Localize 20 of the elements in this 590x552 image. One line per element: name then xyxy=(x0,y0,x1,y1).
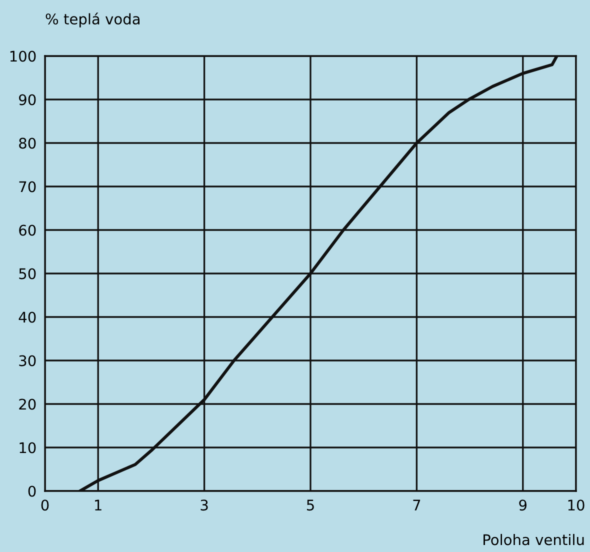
y-tick-label: 80 xyxy=(19,138,36,149)
y-tick-label: 0 xyxy=(28,486,36,497)
x-tick-label: 0 xyxy=(41,500,49,511)
x-tick-label: 1 xyxy=(95,500,102,510)
y-tick-label: 90 xyxy=(19,94,36,106)
y-tick-label: 70 xyxy=(19,181,36,192)
y-axis-title: % teplá voda xyxy=(46,12,140,28)
y-tick-label: 40 xyxy=(18,312,36,323)
y-tick-label: 20 xyxy=(19,398,36,410)
x-axis-title: Poloha ventilu xyxy=(484,534,584,546)
y-tick-label: 60 xyxy=(19,224,36,236)
x-tick-label: 9 xyxy=(519,500,527,511)
x-tick-label: 5 xyxy=(306,500,314,511)
y-tick-label: 10 xyxy=(20,442,36,454)
y-tick-label: 100 xyxy=(10,50,36,62)
x-tick-label: 10 xyxy=(568,500,584,511)
y-tick-label: 50 xyxy=(19,268,36,280)
x-tick-label: 3 xyxy=(200,500,208,511)
y-tick-label: 30 xyxy=(19,355,36,366)
x-tick-label: 7 xyxy=(413,500,420,510)
